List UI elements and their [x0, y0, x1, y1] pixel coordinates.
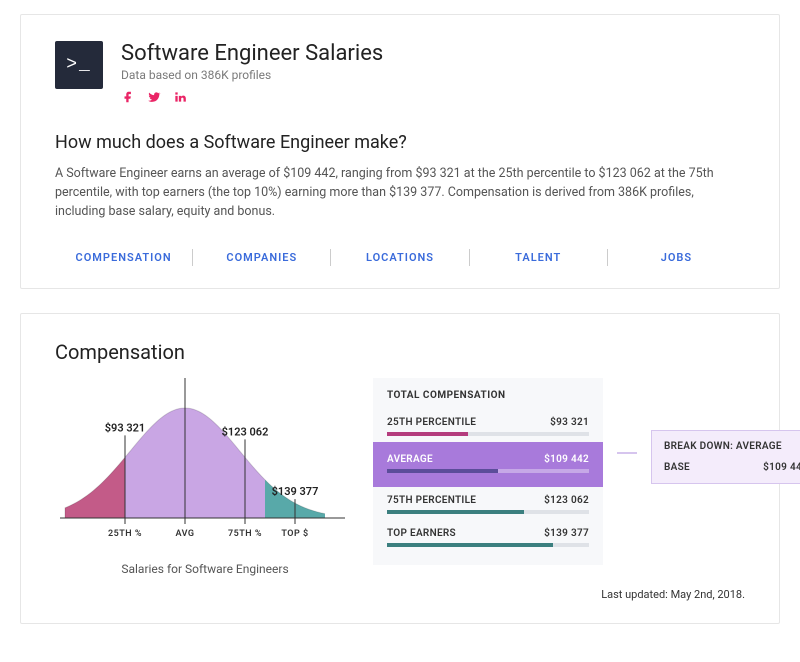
header-card: >_ Software Engineer Salaries Data based…: [20, 14, 780, 289]
tab-compensation[interactable]: COMPENSATION: [55, 249, 193, 266]
salary-distribution-chart: $93 32125TH %$109 442AVG$123 06275TH %$1…: [55, 378, 355, 576]
chart-value: $123 062: [222, 426, 269, 439]
tab-jobs[interactable]: JOBS: [608, 249, 745, 266]
compensation-body: $93 321 25TH % $109 442 AVG $123 062 75TH % $1…: [55, 378, 745, 576]
nav-tabs: COMPENSATION COMPANIES LOCATIONS TALENT …: [55, 249, 745, 266]
comp-row-label: TOP EARNERS: [387, 528, 456, 539]
question-heading: How much does a Software Engineer make?: [55, 132, 745, 153]
linkedin-icon[interactable]: [173, 90, 187, 108]
twitter-icon[interactable]: [147, 90, 161, 108]
facebook-icon[interactable]: [121, 90, 135, 108]
comp-row-label: AVERAGE: [387, 454, 433, 465]
comp-row[interactable]: 25TH PERCENTILE $93 321: [387, 409, 589, 436]
comp-row-value: $109 442: [544, 454, 589, 465]
breakdown-label: BASE: [664, 462, 690, 473]
comp-row-label: 75TH PERCENTILE: [387, 495, 476, 506]
job-logo: >_: [55, 41, 103, 89]
summary-text: A Software Engineer earns an average of …: [55, 165, 735, 221]
breakdown-connector: [617, 452, 637, 454]
page-title: Software Engineer Salaries: [121, 41, 383, 66]
comp-row-bar: [387, 432, 589, 436]
terminal-icon: >_: [66, 55, 92, 75]
breakdown-row: BASE $109 442: [664, 462, 800, 473]
chart-label: 75TH %: [228, 529, 262, 539]
comp-row-label: 25TH PERCENTILE: [387, 417, 476, 428]
chart-caption: Salaries for Software Engineers: [55, 562, 355, 576]
compensation-panel: TOTAL COMPENSATION 25TH PERCENTILE $93 32…: [373, 378, 800, 565]
breakdown-panel: BREAK DOWN: AVERAGE BASE $109 442: [651, 430, 800, 484]
curve-region: [65, 458, 125, 519]
comp-row-bar: [387, 510, 589, 514]
tab-companies[interactable]: COMPANIES: [193, 249, 331, 266]
chart-value: $139 377: [272, 485, 319, 498]
comp-row[interactable]: AVERAGE $109 442: [373, 442, 603, 487]
chart-label: TOP $: [281, 528, 308, 539]
comp-row-value: $93 321: [550, 417, 589, 428]
compensation-card: Compensation $93 321 25TH % $109 442 AVG $12…: [20, 313, 780, 624]
comp-row-bar: [387, 543, 589, 547]
chart-value: $93 321: [105, 422, 145, 435]
title-block: Software Engineer Salaries Data based on…: [121, 41, 383, 108]
chart-label: 25TH %: [108, 529, 142, 539]
last-updated: Last updated: May 2nd, 2018.: [55, 588, 745, 601]
tab-locations[interactable]: LOCATIONS: [331, 249, 469, 266]
comp-row-bar: [387, 469, 589, 473]
compensation-table: TOTAL COMPENSATION 25TH PERCENTILE $93 32…: [373, 378, 603, 565]
chart-label: AVG: [175, 529, 194, 539]
page-subtitle: Data based on 386K profiles: [121, 68, 383, 82]
breakdown-value: $109 442: [763, 462, 800, 473]
breakdown-title: BREAK DOWN: AVERAGE: [664, 441, 800, 452]
comp-row[interactable]: 75TH PERCENTILE $123 062: [387, 487, 589, 514]
comp-row-value: $123 062: [544, 495, 589, 506]
comp-row[interactable]: TOP EARNERS $139 377: [387, 520, 589, 547]
tab-talent[interactable]: TALENT: [470, 249, 608, 266]
comp-row-value: $139 377: [544, 528, 589, 539]
compensation-table-header: TOTAL COMPENSATION: [387, 390, 589, 401]
section-title: Compensation: [55, 340, 745, 364]
social-row: [121, 90, 383, 108]
header-row: >_ Software Engineer Salaries Data based…: [55, 41, 745, 108]
